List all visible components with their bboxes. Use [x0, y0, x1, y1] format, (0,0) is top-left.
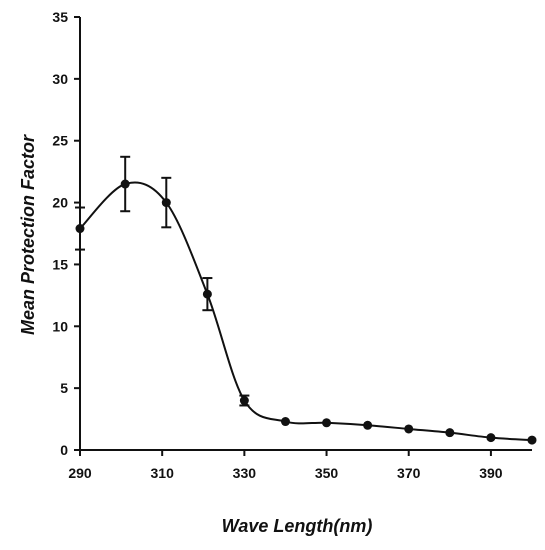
- x-axis-ticks: 290 310 330 350 370 390: [68, 450, 503, 481]
- data-point: [404, 424, 414, 434]
- y-tick-label: 15: [52, 256, 68, 272]
- x-tick-label: 290: [68, 465, 92, 481]
- x-tick-label: 390: [479, 465, 503, 481]
- y-axis-ticks: 0 5 10 15 20 25 30 35: [52, 9, 80, 458]
- x-tick-label: 330: [233, 465, 257, 481]
- data-point: [527, 435, 537, 445]
- y-tick-label: 10: [52, 318, 68, 334]
- x-tick-label: 370: [397, 465, 421, 481]
- series-curve: [79, 181, 533, 442]
- data-point: [486, 433, 496, 443]
- data-point: [363, 420, 373, 430]
- y-tick-label: 25: [52, 133, 68, 149]
- y-axis-title: Mean Protection Factor: [18, 134, 38, 335]
- data-point: [161, 198, 171, 208]
- x-tick-label: 310: [151, 465, 175, 481]
- data-point: [322, 418, 332, 428]
- data-points: [75, 179, 537, 445]
- y-tick-label: 30: [52, 71, 68, 87]
- error-bars: [75, 155, 250, 407]
- data-point: [280, 417, 290, 427]
- y-tick-label: 0: [60, 442, 68, 458]
- y-tick-label: 5: [60, 380, 68, 396]
- data-point: [445, 428, 455, 438]
- x-tick-label: 350: [315, 465, 339, 481]
- data-point: [239, 396, 249, 406]
- y-tick-label: 20: [52, 195, 68, 211]
- data-point: [120, 179, 130, 189]
- y-tick-label: 35: [52, 9, 68, 25]
- x-axis-title: Wave Length(nm): [222, 516, 373, 536]
- data-point: [202, 289, 212, 299]
